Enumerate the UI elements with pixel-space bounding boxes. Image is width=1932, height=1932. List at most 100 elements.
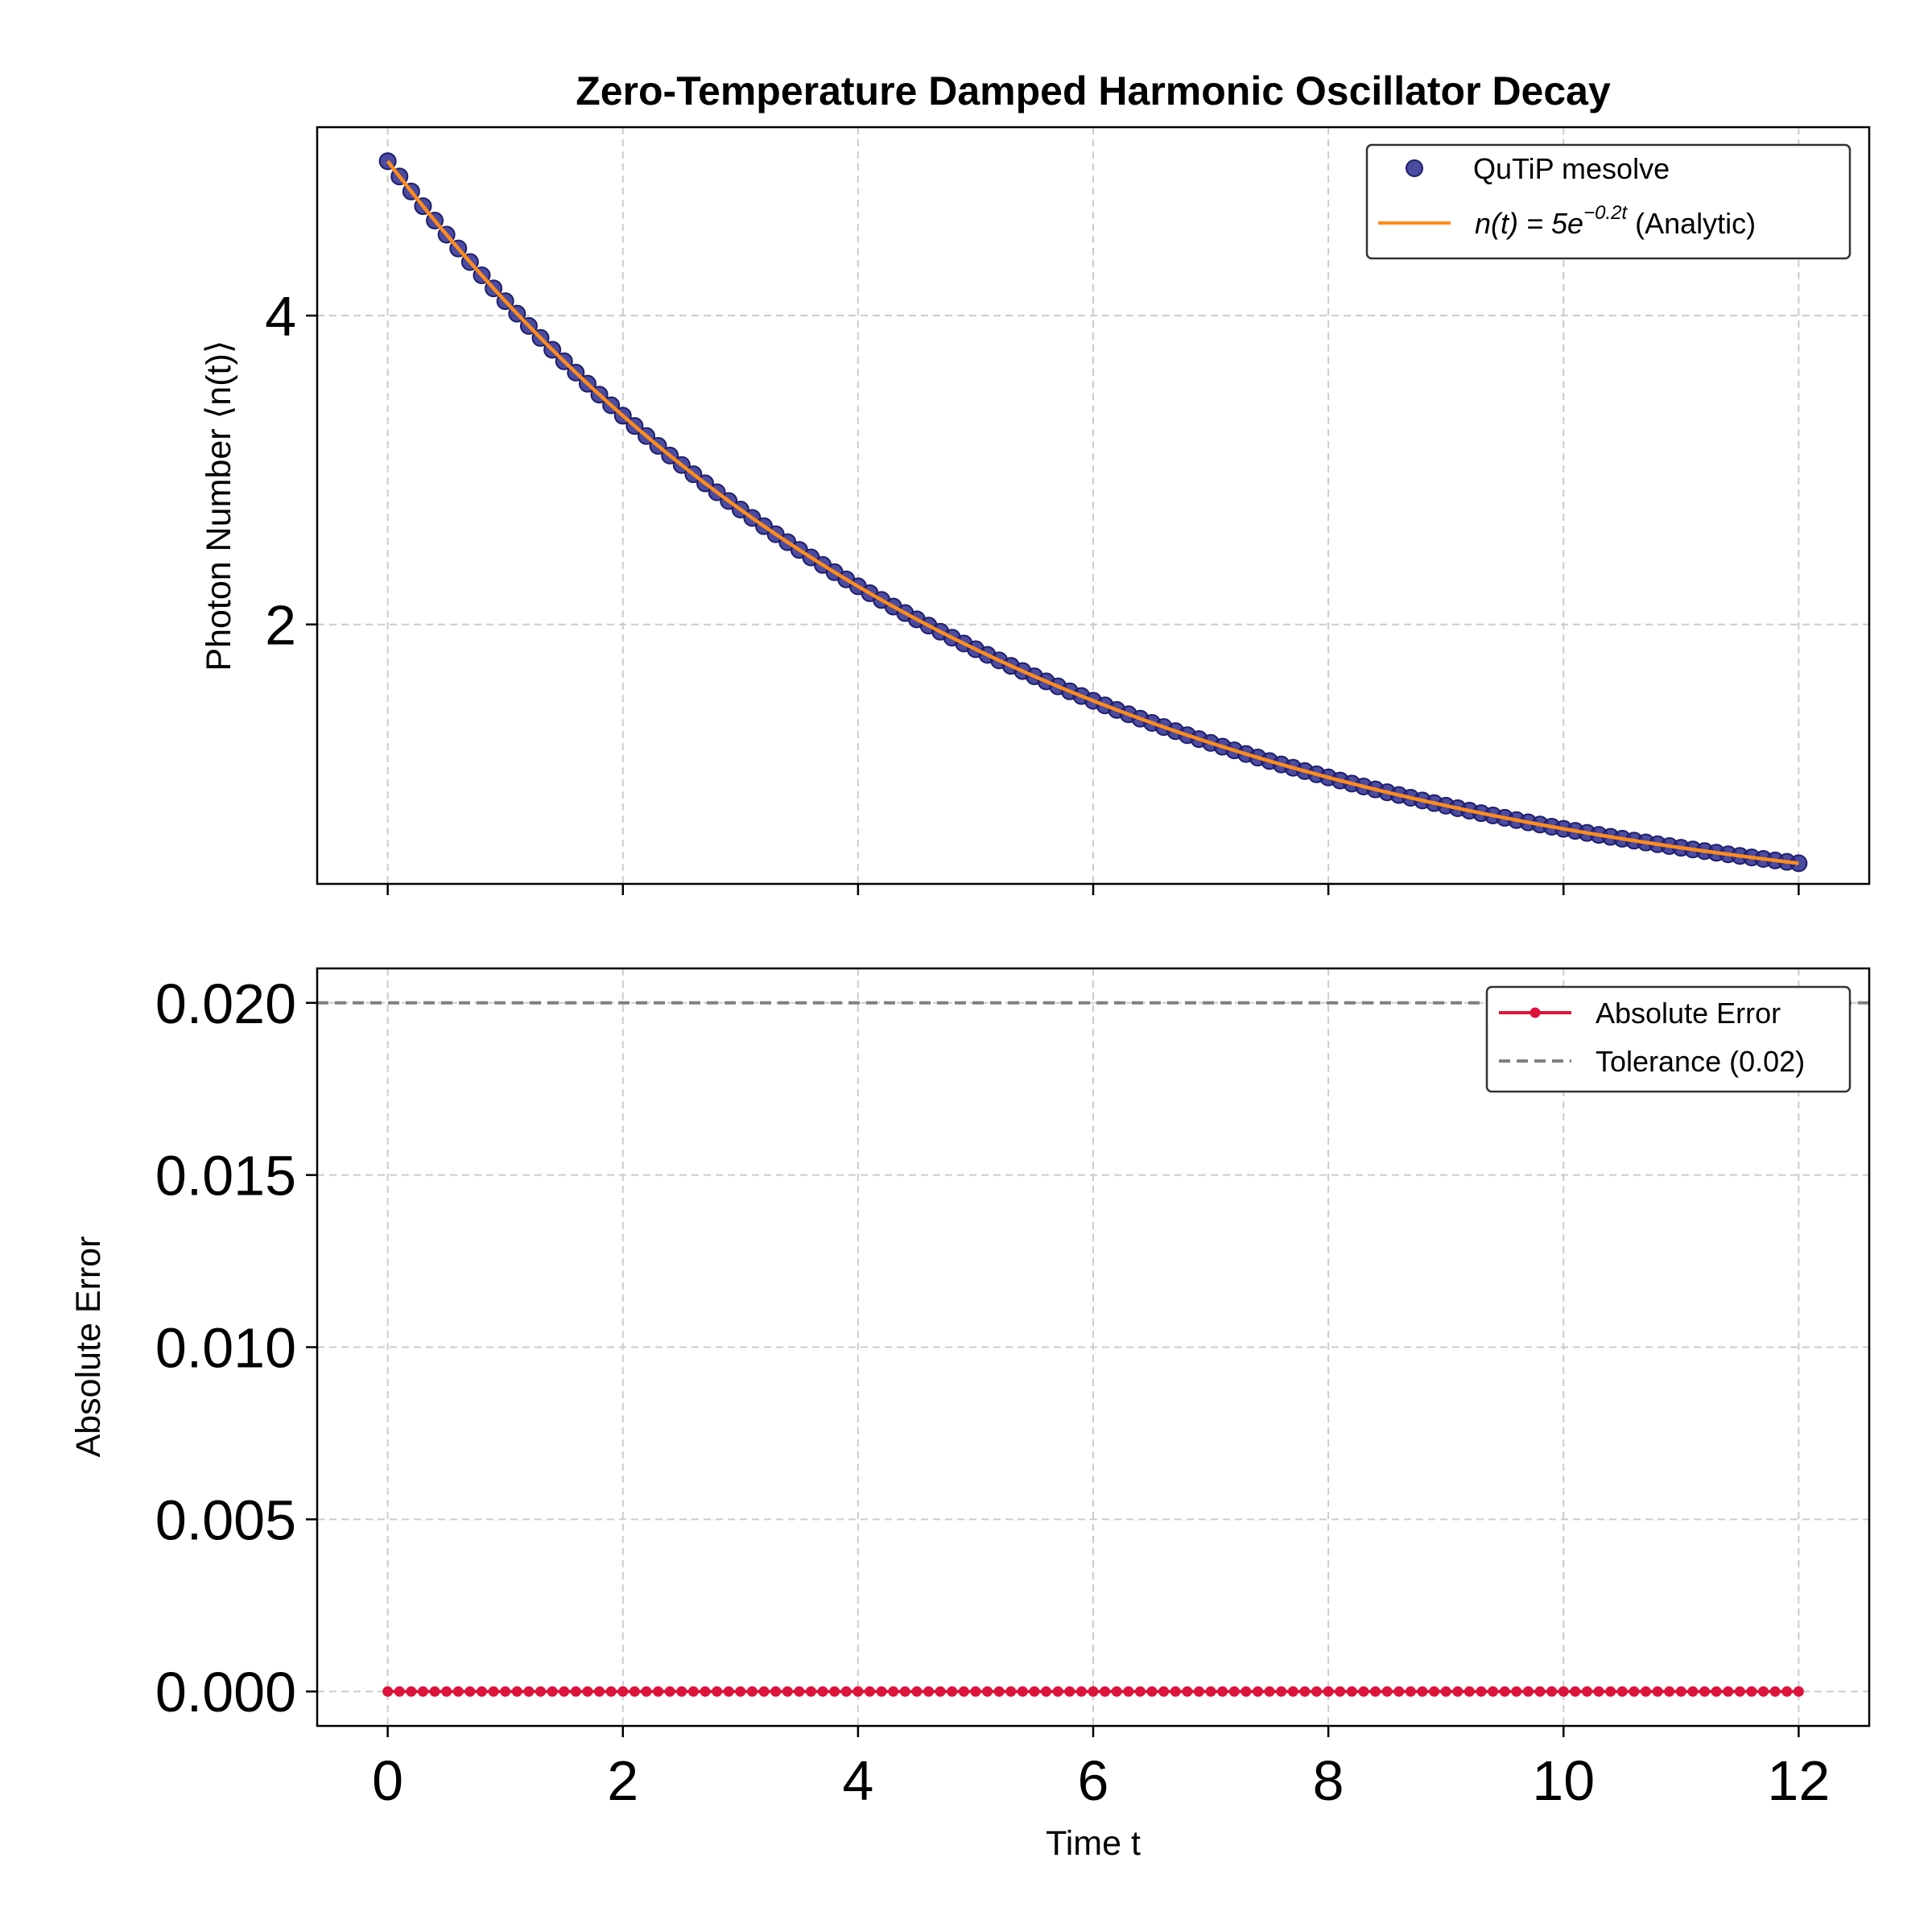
error-point [605, 1686, 617, 1697]
bottom-x-tick-label: 6 [1078, 1749, 1109, 1812]
error-point [923, 1686, 935, 1697]
error-point [1228, 1686, 1240, 1697]
error-point [970, 1686, 981, 1697]
bottom-x-tick-label: 8 [1313, 1749, 1344, 1812]
bottom-y-tick-label: 0.015 [155, 1145, 296, 1208]
error-point [441, 1686, 452, 1697]
error-point [1323, 1686, 1334, 1697]
chart-title: Zero-Temperature Damped Harmonic Oscilla… [576, 68, 1611, 114]
error-point [676, 1686, 687, 1697]
error-point [746, 1686, 758, 1697]
error-point [429, 1686, 440, 1697]
error-point [911, 1686, 923, 1697]
bottom-x-tick-label: 4 [842, 1749, 873, 1812]
error-point [1064, 1686, 1075, 1697]
error-point [864, 1686, 875, 1697]
error-point [1640, 1686, 1651, 1697]
error-point [1675, 1686, 1686, 1697]
error-point [958, 1686, 969, 1697]
error-point [1629, 1686, 1640, 1697]
legend-label-error: Absolute Error [1596, 997, 1781, 1030]
error-point [1217, 1686, 1228, 1697]
error-point [687, 1686, 699, 1697]
error-point [1699, 1686, 1711, 1697]
legend-marker-error [1530, 1007, 1541, 1018]
error-point [1405, 1686, 1416, 1697]
error-point [1463, 1686, 1475, 1697]
bottom-legend: Absolute Error Tolerance (0.02) [1485, 985, 1852, 1093]
bottom-x-tick-label: 10 [1532, 1749, 1595, 1812]
error-point [1335, 1686, 1346, 1697]
error-point [1134, 1686, 1146, 1697]
error-point [852, 1686, 864, 1697]
top-ticks: 24 [265, 285, 1800, 895]
error-point [712, 1686, 723, 1697]
error-point [1123, 1686, 1134, 1697]
top-series [378, 152, 1808, 873]
error-point [629, 1686, 640, 1697]
top-legend: QuTiP mesolve n(t) = 5e−0.2t (Analytic) [1365, 143, 1852, 260]
error-point [523, 1686, 535, 1697]
error-point [935, 1686, 946, 1697]
error-point [758, 1686, 770, 1697]
error-point [1358, 1686, 1369, 1697]
error-point [735, 1686, 746, 1697]
error-point [1393, 1686, 1405, 1697]
error-point [993, 1686, 1005, 1697]
error-point [1005, 1686, 1017, 1697]
error-point [1723, 1686, 1734, 1697]
error-point [1075, 1686, 1087, 1697]
error-point [382, 1686, 394, 1697]
analytic-line [386, 159, 1799, 865]
error-point [476, 1686, 487, 1697]
error-point [535, 1686, 547, 1697]
error-point [1346, 1686, 1357, 1697]
error-point [452, 1686, 464, 1697]
error-point [1311, 1686, 1323, 1697]
legend-label-analytic: n(t) = 5e−0.2t (Analytic) [1475, 202, 1756, 240]
error-point [1522, 1686, 1534, 1697]
bottom-legend-box [1485, 985, 1852, 1093]
error-point [1769, 1686, 1781, 1697]
x-axis-label: Time t [1046, 1824, 1141, 1863]
error-point [1781, 1686, 1793, 1697]
error-point [664, 1686, 675, 1697]
error-point [547, 1686, 558, 1697]
error-point [1158, 1686, 1170, 1697]
error-point [1476, 1686, 1487, 1697]
bottom-x-tick-label: 0 [372, 1749, 403, 1812]
error-point [794, 1686, 805, 1697]
error-point [1440, 1686, 1451, 1697]
error-point [888, 1686, 899, 1697]
error-point [1088, 1686, 1099, 1697]
error-point [394, 1686, 405, 1697]
bottom-y-axis-label: Absolute Error [69, 1236, 108, 1458]
error-point [1264, 1686, 1275, 1697]
error-point [1711, 1686, 1722, 1697]
error-point [511, 1686, 522, 1697]
error-point [1546, 1686, 1558, 1697]
error-point [1429, 1686, 1440, 1697]
error-point [805, 1686, 816, 1697]
legend-label-analytic-prefix: n(t) = 5e [1475, 207, 1583, 240]
error-point [417, 1686, 428, 1697]
bottom-y-tick-label: 0.005 [155, 1488, 296, 1551]
bottom-ticks: 0 2 4 6 8 10 12 0.000 0.005 0.010 0.015 0.020 [155, 972, 1830, 1812]
error-point [782, 1686, 793, 1697]
error-point [641, 1686, 652, 1697]
error-point [617, 1686, 629, 1697]
legend-label-qutip: QuTiP mesolve [1473, 152, 1670, 185]
error-point [488, 1686, 499, 1697]
error-point [982, 1686, 993, 1697]
top-y-tick-label: 2 [265, 594, 296, 657]
error-point [899, 1686, 910, 1697]
error-point [876, 1686, 887, 1697]
error-point [1029, 1686, 1040, 1697]
error-point [1205, 1686, 1216, 1697]
error-point [1417, 1686, 1428, 1697]
bottom-x-tick-label: 2 [607, 1749, 638, 1812]
top-y-axis-label: Photon Number ⟨n(t)⟩ [200, 340, 238, 671]
error-point [1499, 1686, 1510, 1697]
error-point [1370, 1686, 1381, 1697]
